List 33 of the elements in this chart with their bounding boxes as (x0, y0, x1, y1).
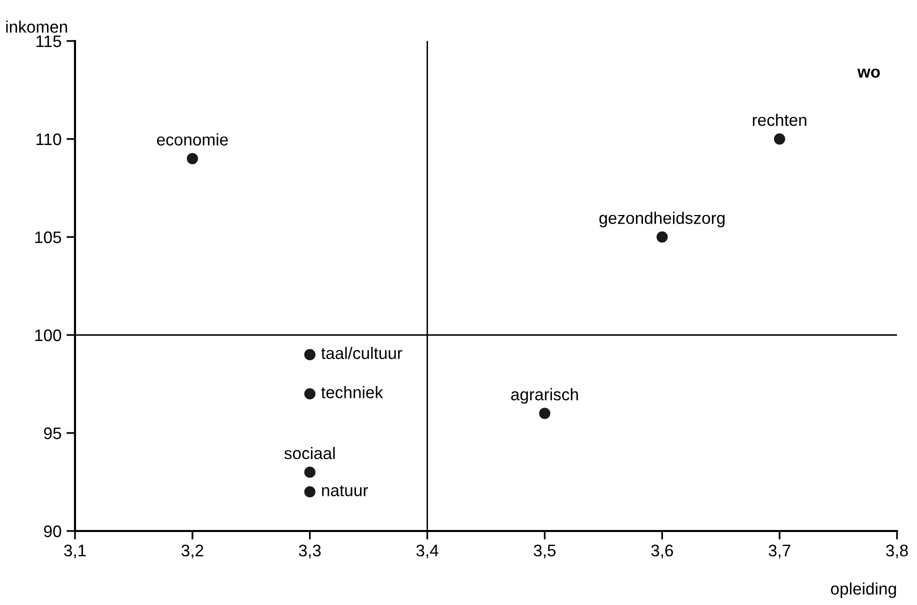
x-tick-label: 3,2 (181, 544, 204, 558)
x-tick-label: 3,1 (64, 544, 86, 558)
x-tick-label: 3,8 (886, 544, 908, 558)
y-tick-label: 90 (44, 525, 62, 538)
y-tick-label: 115 (36, 36, 62, 48)
annotation: sociaal (284, 446, 335, 460)
annotation: techniek (321, 386, 384, 398)
annotation: taal/cultuur (321, 346, 402, 360)
point (304, 486, 316, 498)
point (304, 466, 316, 478)
annotation: natuur (322, 485, 368, 496)
annotation: rechten (752, 114, 806, 126)
annotation: gezondheidszorg (599, 212, 725, 228)
x-tick-label: 3,5 (534, 544, 556, 558)
annotation: economie (157, 133, 228, 146)
y-axis-title: inkomen (6, 20, 68, 33)
x-axis-title: opleiding (830, 582, 896, 598)
y-tick-label: 100 (35, 329, 62, 342)
x-tick-label: 3,4 (416, 544, 438, 558)
point (539, 408, 550, 420)
y-tick-label: 110 (36, 133, 62, 146)
point (656, 231, 668, 243)
point (186, 152, 198, 164)
x-tick-label: 3,3 (298, 544, 321, 558)
y-tick-label: 95 (44, 427, 62, 440)
point (304, 388, 316, 400)
y-tick-label: 105 (35, 231, 62, 244)
point (304, 348, 316, 360)
x-tick-label: 3,7 (768, 544, 790, 558)
annotation: agrarisch (511, 388, 578, 404)
x-tick-label: 3,6 (651, 544, 673, 558)
point (774, 133, 786, 145)
annotation: wo (857, 68, 880, 78)
